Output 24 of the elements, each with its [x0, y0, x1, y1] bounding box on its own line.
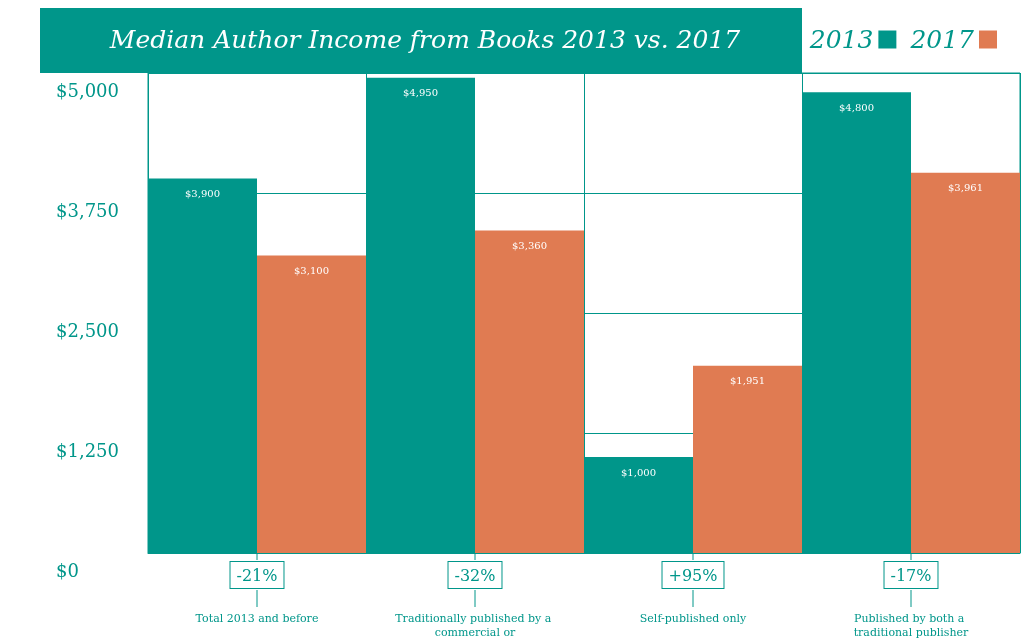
text: +95% [668, 565, 718, 585]
text: -17% [890, 565, 932, 585]
data-label: $3,360 [512, 239, 547, 251]
data-label: $3,900 [185, 188, 220, 200]
data-label: $3,100 [294, 264, 329, 276]
y-tick-label: $0 [56, 559, 79, 581]
y-tick-label: $5,000 [56, 79, 119, 101]
data-label: $3,961 [948, 182, 983, 194]
x-tick-label: Traditionally published by a commercial or [395, 611, 555, 639]
legend-label: 2017 [909, 25, 975, 54]
data-label: $1,000 [621, 466, 656, 478]
legend-label: 2013 [808, 25, 874, 54]
y-tick-label: $3,750 [56, 199, 119, 221]
x-tick-label: Total 2013 and before [195, 611, 319, 625]
data-label: $4,950 [403, 87, 438, 99]
chart-title: Median Author Income from Books 2013 vs. 2017 [108, 25, 741, 54]
y-tick-label: $1,250 [56, 439, 119, 461]
x-tick-label: Published by both a traditional publisher [853, 611, 970, 639]
y-tick-label: $2,500 [56, 319, 119, 341]
data-label: $4,800 [839, 101, 874, 113]
text: -21% [236, 565, 278, 585]
data-label: $1,951 [730, 375, 765, 387]
x-tick-label: Self-published only [639, 611, 747, 625]
text: -32% [454, 565, 496, 585]
